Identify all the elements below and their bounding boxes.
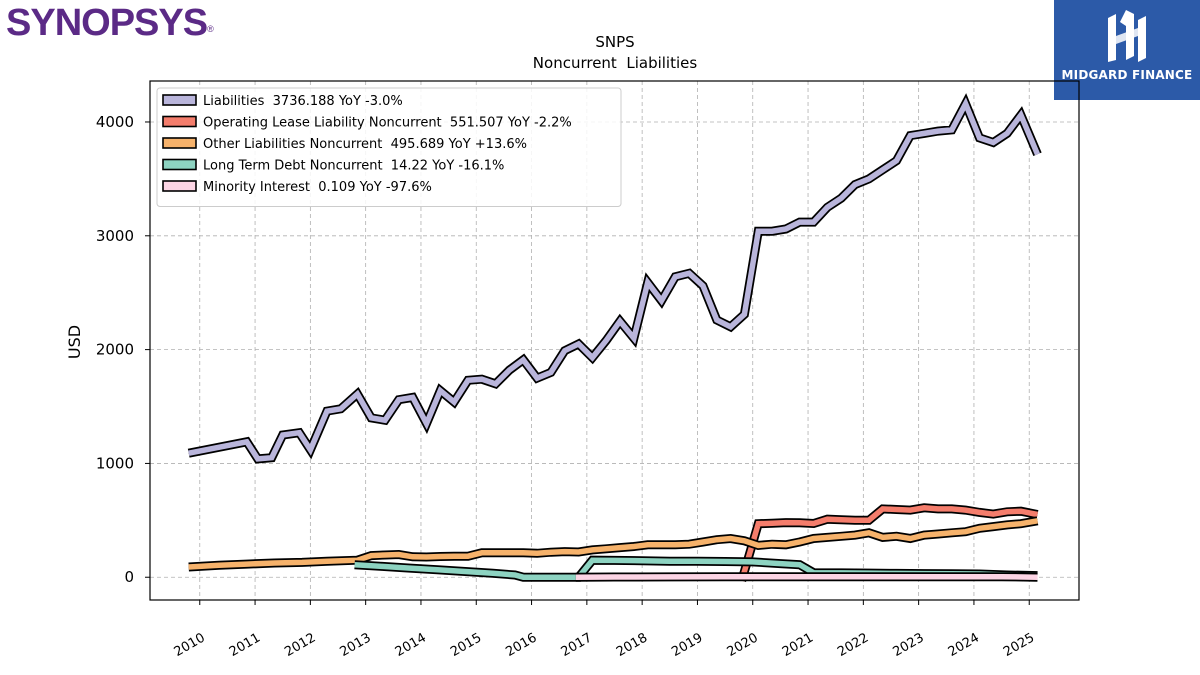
series-2-line <box>188 518 1038 570</box>
legend-swatch <box>162 180 197 192</box>
x-tick-label: 2010 <box>172 630 208 660</box>
x-tick-label: 2023 <box>890 630 926 660</box>
midgard-m-icon <box>1108 10 1146 62</box>
x-tick-label: 2019 <box>669 630 705 660</box>
registered-mark: ® <box>207 24 214 34</box>
x-tick-label: 2011 <box>227 630 263 660</box>
legend-swatch <box>162 115 197 128</box>
x-tick-label: 2020 <box>725 630 761 660</box>
x-tick-label: 2012 <box>282 630 318 660</box>
y-axis-label: USD <box>65 325 84 359</box>
series-4-line <box>575 573 1038 580</box>
x-tick-label: 2014 <box>393 630 429 660</box>
legend-swatch <box>162 94 197 106</box>
x-axis: 2010 2011 2012 2013 2014 2015 2016 2017 2018 2019… <box>172 600 1037 660</box>
legend-swatch <box>162 158 197 171</box>
y-axis: 0 1000 2000 3000 4000 <box>96 113 150 586</box>
x-tick-label: 2015 <box>448 630 484 660</box>
y-tick-label: 1000 <box>96 454 134 472</box>
legend-label: Liabilities 3736.188 YoY -3.0% <box>203 94 403 109</box>
legend-label: Other Liabilities Noncurrent 495.689 YoY… <box>203 137 527 152</box>
x-tick-label: 2018 <box>614 630 650 660</box>
x-tick-label: 2022 <box>835 630 871 660</box>
series-layer <box>187 93 1042 582</box>
x-tick-label: 2017 <box>559 630 595 660</box>
y-tick-label: 2000 <box>96 341 134 359</box>
legend: Liabilities 3736.188 YoY -3.0% Operating … <box>156 87 622 207</box>
synopsys-logo: SYNOPSYS® <box>6 2 214 44</box>
y-tick-label: 0 <box>124 568 134 586</box>
series-0-line <box>188 97 1041 462</box>
legend-label: Operating Lease Liability Noncurrent 551… <box>203 116 572 131</box>
y-tick-label: 3000 <box>96 227 134 245</box>
x-tick-label: 2021 <box>780 630 816 660</box>
legend-swatch <box>162 137 197 149</box>
chart-title: SNPS <box>595 33 634 51</box>
plot-frame <box>149 80 1080 601</box>
legend-label: Long Term Debt Noncurrent 14.22 YoY -16.… <box>203 159 504 174</box>
legend-label: Minority Interest 0.109 YoY -97.6% <box>203 180 432 195</box>
legend-box <box>156 87 622 207</box>
brand-name: SYNOPSYS <box>6 2 208 44</box>
x-tick-label: 2025 <box>1001 630 1037 660</box>
x-tick-label: 2016 <box>503 630 539 660</box>
x-tick-label: 2024 <box>946 630 982 660</box>
chart-subtitle: Noncurrent Liabilities <box>533 54 698 72</box>
x-tick-label: 2013 <box>338 630 374 660</box>
y-tick-label: 4000 <box>96 113 134 131</box>
series-1-line <box>739 505 1039 582</box>
badge-label: MIDGARD FINANCE <box>1061 68 1193 82</box>
midgard-finance-badge: MIDGARD FINANCE <box>1054 0 1200 100</box>
